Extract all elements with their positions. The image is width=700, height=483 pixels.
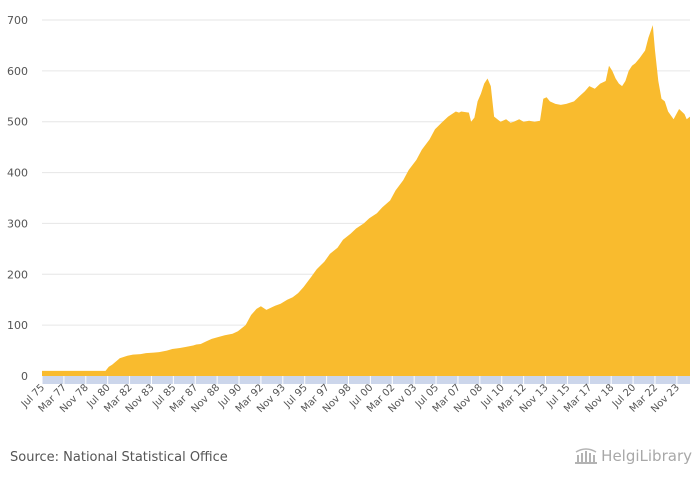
y-tick-label: 700 — [7, 14, 28, 27]
source-note: Source: National Statistical Office — [10, 450, 228, 465]
y-tick-label: 0 — [21, 370, 28, 383]
y-tick-label: 200 — [7, 268, 28, 281]
brand-name: HelgiLibrary — [601, 447, 692, 465]
y-tick-label: 500 — [7, 116, 28, 129]
y-tick-label: 600 — [7, 65, 28, 78]
y-tick-label: 400 — [7, 167, 28, 180]
y-tick-label: 100 — [7, 319, 28, 332]
y-tick-label: 300 — [7, 217, 28, 230]
y-axis-ticks: 0 100 200 300 400 500 600 700 — [7, 14, 28, 383]
brand-logo[interactable]: HelgiLibrary — [574, 447, 692, 465]
library-icon — [575, 448, 598, 464]
x-axis-band-bar — [42, 376, 690, 384]
x-axis-band — [42, 376, 690, 384]
area-series — [42, 25, 690, 376]
area-series-fill — [42, 25, 690, 376]
